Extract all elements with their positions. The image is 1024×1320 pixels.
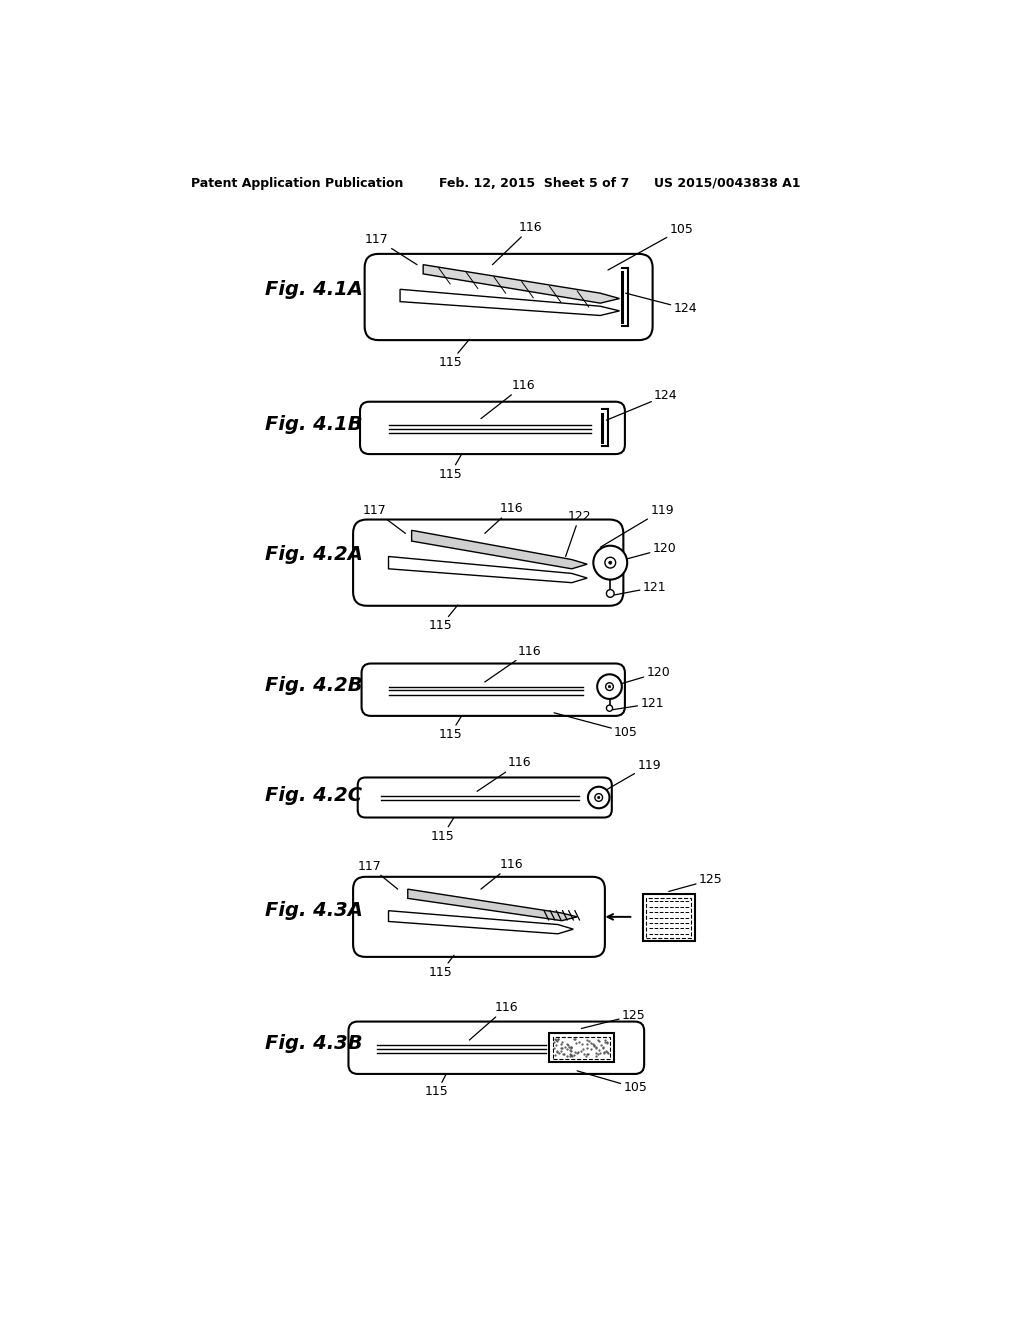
Text: 116: 116 bbox=[484, 502, 523, 533]
Circle shape bbox=[595, 793, 602, 801]
Text: 105: 105 bbox=[578, 1071, 647, 1094]
Polygon shape bbox=[388, 911, 573, 933]
FancyBboxPatch shape bbox=[353, 876, 605, 957]
Text: 125: 125 bbox=[582, 1008, 645, 1028]
Text: Fig. 4.3B: Fig. 4.3B bbox=[265, 1035, 362, 1053]
Text: 124: 124 bbox=[626, 293, 697, 315]
Text: 115: 115 bbox=[438, 715, 462, 741]
Circle shape bbox=[598, 796, 600, 799]
Polygon shape bbox=[423, 264, 620, 304]
Text: Fig. 4.1B: Fig. 4.1B bbox=[265, 414, 362, 433]
Polygon shape bbox=[400, 289, 620, 315]
Text: US 2015/0043838 A1: US 2015/0043838 A1 bbox=[654, 177, 801, 190]
Circle shape bbox=[588, 787, 609, 808]
Text: 125: 125 bbox=[669, 874, 723, 891]
Text: 121: 121 bbox=[614, 581, 667, 595]
Circle shape bbox=[606, 590, 614, 597]
Text: Fig. 4.2B: Fig. 4.2B bbox=[265, 676, 362, 696]
Text: Fig. 4.3A: Fig. 4.3A bbox=[265, 902, 364, 920]
Text: Fig. 4.1A: Fig. 4.1A bbox=[265, 280, 364, 298]
Circle shape bbox=[608, 685, 610, 688]
Circle shape bbox=[593, 545, 628, 579]
Text: 115: 115 bbox=[429, 605, 458, 632]
Polygon shape bbox=[408, 890, 578, 921]
Polygon shape bbox=[412, 531, 587, 569]
Text: Fig. 4.2A: Fig. 4.2A bbox=[265, 545, 364, 565]
Bar bbox=[643, 894, 695, 941]
FancyBboxPatch shape bbox=[357, 777, 611, 817]
Text: 116: 116 bbox=[481, 379, 536, 418]
Circle shape bbox=[605, 557, 615, 568]
Text: 105: 105 bbox=[608, 223, 693, 271]
Text: 115: 115 bbox=[438, 339, 469, 370]
Text: 116: 116 bbox=[493, 222, 543, 264]
Text: 116: 116 bbox=[484, 644, 542, 682]
Circle shape bbox=[605, 682, 613, 690]
Text: 119: 119 bbox=[606, 759, 660, 789]
FancyBboxPatch shape bbox=[348, 1022, 644, 1074]
Text: 119: 119 bbox=[600, 504, 674, 548]
Text: 115: 115 bbox=[429, 956, 454, 979]
Text: 115: 115 bbox=[425, 1074, 449, 1098]
Circle shape bbox=[608, 561, 611, 564]
Text: 116: 116 bbox=[469, 1001, 518, 1040]
Text: 120: 120 bbox=[622, 667, 671, 684]
Text: 116: 116 bbox=[481, 858, 523, 890]
Text: Patent Application Publication: Patent Application Publication bbox=[190, 177, 403, 190]
Text: 117: 117 bbox=[366, 232, 417, 264]
Circle shape bbox=[597, 675, 622, 700]
Text: 124: 124 bbox=[606, 389, 678, 420]
FancyBboxPatch shape bbox=[353, 520, 624, 606]
FancyBboxPatch shape bbox=[365, 253, 652, 341]
Text: 117: 117 bbox=[362, 504, 406, 533]
Bar bbox=[646, 898, 691, 937]
Text: 115: 115 bbox=[438, 454, 462, 480]
FancyBboxPatch shape bbox=[361, 664, 625, 715]
Text: 117: 117 bbox=[357, 859, 397, 890]
Text: 116: 116 bbox=[477, 756, 531, 792]
Circle shape bbox=[606, 705, 612, 711]
Bar bbox=[553, 1038, 610, 1059]
Text: 122: 122 bbox=[565, 510, 591, 557]
Text: 105: 105 bbox=[554, 713, 638, 739]
Text: 121: 121 bbox=[612, 697, 664, 710]
Text: 120: 120 bbox=[628, 543, 677, 558]
Text: 115: 115 bbox=[430, 817, 455, 842]
FancyBboxPatch shape bbox=[360, 401, 625, 454]
Polygon shape bbox=[388, 557, 587, 582]
Text: Feb. 12, 2015  Sheet 5 of 7: Feb. 12, 2015 Sheet 5 of 7 bbox=[438, 177, 629, 190]
Text: Fig. 4.2C: Fig. 4.2C bbox=[265, 787, 362, 805]
Bar bbox=[549, 1034, 614, 1063]
